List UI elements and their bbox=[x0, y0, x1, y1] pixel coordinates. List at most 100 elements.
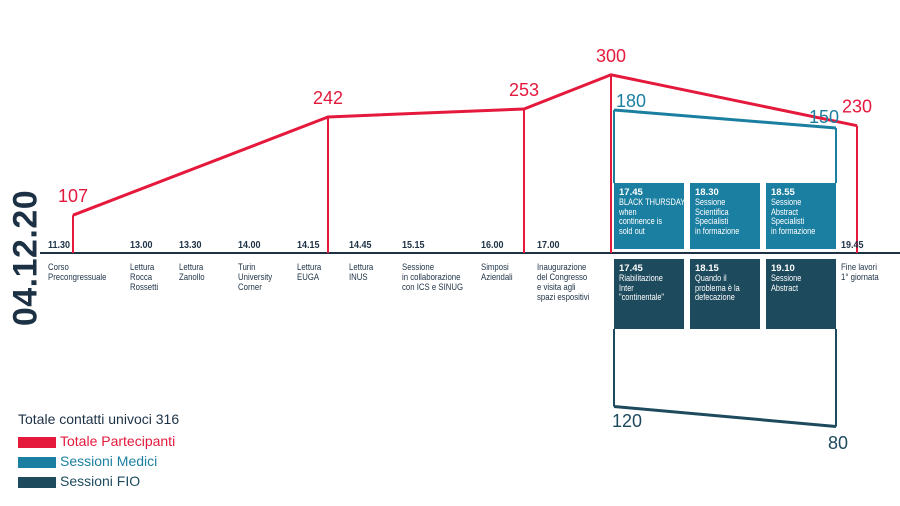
session-box-medici-title-line: in formazione bbox=[771, 225, 816, 236]
schedule-description-line: con ICS e SINUG bbox=[402, 282, 464, 293]
schedule-description-line: Inaugurazione bbox=[537, 262, 587, 273]
schedule-description-line: Rocca bbox=[130, 272, 153, 283]
session-box-fio-title-line: Riabilitazione bbox=[619, 273, 663, 283]
session-box-medici-title-line: Sessione bbox=[771, 197, 802, 207]
legend-item-medici: Sessioni Medici bbox=[18, 453, 157, 469]
session-box-fio-time: 17.45 bbox=[619, 263, 643, 274]
session-box-fio-title-line: "continentale" bbox=[619, 292, 665, 302]
session-box-medici-title: Sessione Scientifica Specialisti in formazi… bbox=[695, 197, 761, 236]
session-box-fio-title-line: problema è la bbox=[695, 282, 740, 293]
session-box-medici-title-line: BLACK THURSDAY: bbox=[619, 197, 687, 207]
schedule-time: 16.00 bbox=[481, 240, 504, 251]
schedule-time: 14.45 bbox=[349, 240, 372, 251]
session-box-medici-title-line: Specialisti bbox=[695, 216, 729, 226]
data-label-totale: 230 bbox=[842, 97, 872, 117]
schedule-description: Fine lavori 1° giornata bbox=[841, 263, 879, 283]
session-box-fio: 19.10 Sessione Abstract bbox=[766, 259, 836, 329]
schedule-time: 14.00 bbox=[238, 240, 261, 251]
schedule-description-line: Fine lavori bbox=[841, 262, 877, 273]
schedule-description: Lettura EUGA bbox=[297, 263, 321, 283]
session-box-fio: 18.15 Quando il problema è la defecazione bbox=[690, 259, 760, 329]
session-box-medici-title-line: when bbox=[619, 206, 637, 217]
legend-swatch-medici bbox=[18, 456, 56, 468]
data-label-fio: 80 bbox=[828, 433, 848, 453]
schedule-time: 19.45 bbox=[841, 240, 864, 251]
schedule-description: Sessione in collaborazione con ICS e SINUG bbox=[402, 263, 463, 293]
date-label-text: 04.12.20 bbox=[6, 189, 45, 327]
schedule-time: 13.00 bbox=[130, 240, 153, 251]
session-box-medici-time: 17.45 bbox=[619, 187, 643, 198]
session-box-fio-time: 19.10 bbox=[771, 263, 795, 274]
data-label-totale: 242 bbox=[313, 88, 343, 108]
session-box-medici-time: 18.55 bbox=[771, 187, 795, 198]
schedule-description-line: Precongressuale bbox=[48, 272, 107, 283]
schedule-description-line: INUS bbox=[349, 272, 368, 283]
session-box-medici-title-line: Abstract bbox=[771, 206, 799, 217]
schedule-description: Lettura Zanollo bbox=[179, 263, 205, 283]
schedule-description-line: University bbox=[238, 272, 273, 283]
series-line-fio bbox=[613, 405, 837, 428]
schedule-description-line: Corso bbox=[48, 262, 69, 273]
schedule-description-line: Lettura bbox=[179, 262, 204, 273]
series-line-medici bbox=[613, 108, 837, 130]
session-box-fio-title-line: Abstract bbox=[771, 282, 799, 293]
schedule-description-line: Turin bbox=[238, 262, 256, 273]
schedule-description-line: Zanollo bbox=[179, 272, 205, 283]
session-box-medici: 18.55 Sessione Abstract Specialisti in forma… bbox=[766, 183, 836, 249]
session-box-fio-title: Riabilitazione Inter "continentale" bbox=[619, 273, 685, 303]
session-box-medici-title-line: Scientifica bbox=[695, 206, 729, 217]
session-box-medici-title-line: Specialisti bbox=[771, 216, 805, 226]
session-box-fio-title-line: Quando il bbox=[695, 273, 727, 283]
schedule-description: Corso Precongressuale bbox=[48, 263, 106, 283]
legend-label-fio: Sessioni FIO bbox=[60, 473, 141, 489]
schedule-description: Lettura Rocca Rossetti bbox=[130, 263, 158, 293]
schedule-time: 14.15 bbox=[297, 240, 320, 251]
session-box-medici-title-line: continence is bbox=[619, 216, 663, 226]
date-label: 04.12.20 bbox=[6, 190, 46, 326]
legend-swatch-totale bbox=[18, 436, 56, 448]
session-box-fio-title: Sessione Abstract bbox=[771, 273, 837, 293]
schedule-description-line: in collaborazione bbox=[402, 272, 461, 283]
schedule-description-line: EUGA bbox=[297, 272, 320, 283]
schedule-time: 17.00 bbox=[537, 240, 560, 251]
session-box-fio-time: 18.15 bbox=[695, 263, 719, 274]
schedule-description-line: Simposi bbox=[481, 262, 509, 273]
schedule-description-line: Sessione bbox=[402, 262, 435, 273]
schedule-description-line: del Congresso bbox=[537, 272, 588, 283]
schedule-time: 15.15 bbox=[402, 240, 425, 251]
schedule-description-line: Lettura bbox=[297, 262, 322, 273]
schedule-description: Lettura INUS bbox=[349, 263, 373, 283]
schedule-description-line: Rossetti bbox=[130, 282, 159, 293]
schedule-description: Inaugurazione del Congresso e visita agli s… bbox=[537, 263, 589, 303]
session-box-fio: 17.45 Riabilitazione Inter "continentale" bbox=[614, 259, 684, 329]
session-box-medici-title-line: Sessione bbox=[695, 197, 726, 207]
legend-item-fio: Sessioni FIO bbox=[18, 473, 140, 489]
session-box-medici-title-line: sold out bbox=[619, 225, 645, 236]
session-box-fio-title-line: Sessione bbox=[771, 273, 802, 283]
legend-title: Totale contatti univoci 316 bbox=[18, 411, 180, 427]
session-box-medici: 18.30 Sessione Scientifica Specialisti in fo… bbox=[690, 183, 760, 249]
data-label-medici: 150 bbox=[809, 107, 839, 127]
legend-label-totale: Totale Partecipanti bbox=[60, 433, 176, 449]
session-box-fio-title: Quando il problema è la defecazione bbox=[695, 273, 761, 303]
data-label-totale: 300 bbox=[596, 46, 626, 66]
schedule-description-line: Lettura bbox=[349, 262, 374, 273]
data-label-fio: 120 bbox=[612, 411, 642, 431]
legend-label-medici: Sessioni Medici bbox=[60, 453, 158, 469]
schedule-description: Turin University Corner bbox=[238, 263, 272, 293]
schedule-description-line: Lettura bbox=[130, 262, 155, 273]
session-box-medici-time: 18.30 bbox=[695, 187, 719, 198]
schedule-description-line: 1° giornata bbox=[841, 272, 879, 283]
legend-item-totale: Totale Partecipanti bbox=[18, 433, 175, 449]
data-label-totale: 253 bbox=[509, 80, 539, 100]
schedule-description-line: spazi espositivi bbox=[537, 292, 590, 303]
schedule-time: 11.30 bbox=[48, 240, 71, 251]
legend-swatch-fio bbox=[18, 476, 56, 488]
session-box-fio-title-line: Inter bbox=[619, 282, 634, 293]
session-box-medici: 17.45 BLACK THURSDAY: when continence is sol… bbox=[614, 183, 687, 249]
schedule-description-line: Aziendali bbox=[481, 272, 513, 283]
schedule-description-line: e visita agli bbox=[537, 282, 576, 293]
data-label-medici: 180 bbox=[616, 91, 646, 111]
session-box-fio-title-line: defecazione bbox=[695, 292, 735, 302]
